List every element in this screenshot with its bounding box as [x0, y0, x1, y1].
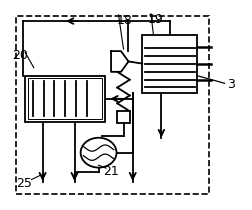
Text: 18: 18: [117, 13, 133, 26]
Bar: [16, 16, 209, 194]
Text: 3: 3: [227, 78, 235, 91]
Polygon shape: [111, 51, 129, 72]
Bar: [142, 34, 197, 93]
Text: 21: 21: [103, 165, 119, 178]
Bar: [28, 79, 102, 119]
Bar: [117, 111, 130, 123]
Bar: [25, 76, 105, 122]
Text: 25: 25: [16, 177, 32, 190]
Text: 19: 19: [148, 13, 164, 25]
Text: 20: 20: [12, 49, 28, 62]
